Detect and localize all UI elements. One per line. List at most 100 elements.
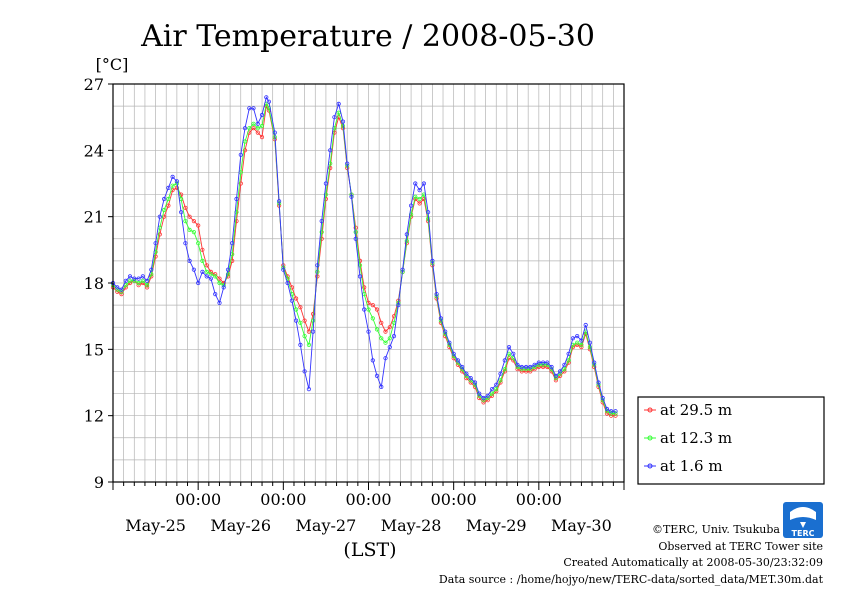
data-point: [119, 287, 124, 292]
data-point: [302, 318, 307, 323]
y-tick-label: 27: [84, 75, 104, 94]
data-point: [145, 278, 150, 283]
data-point: [157, 214, 162, 219]
data-point: [174, 185, 179, 190]
data-point: [259, 135, 265, 140]
series-2: [110, 95, 618, 414]
data-point: [387, 325, 392, 330]
data-point: [242, 126, 248, 131]
y-axis: 9 12 15 18 21 24 27: [84, 75, 113, 492]
data-point: [289, 298, 294, 303]
data-point: [166, 185, 171, 190]
y-tick-label: 12: [84, 407, 104, 426]
data-point: [575, 333, 580, 339]
data-point: [196, 223, 201, 228]
x-tick-label-time: 00:00: [260, 490, 306, 509]
data-point: [179, 210, 184, 215]
data-point: [417, 196, 422, 202]
y-tick-label: 24: [84, 141, 104, 160]
x-tick-label-date: May-29: [466, 516, 527, 535]
data-point: [196, 280, 201, 286]
y-tick-label: 21: [84, 208, 104, 227]
terc-logo-text: TERC: [792, 529, 815, 538]
data-point: [204, 274, 209, 279]
data-point: [200, 269, 205, 274]
data-point: [447, 340, 452, 345]
data-point: [217, 280, 222, 286]
data-point: [145, 283, 150, 288]
data-point: [515, 362, 520, 367]
data-point: [613, 411, 618, 416]
data-point: [477, 391, 482, 396]
data-point: [259, 112, 265, 118]
data-point: [545, 360, 550, 365]
data-point: [136, 280, 141, 286]
data-point: [472, 380, 478, 385]
series-layer: [110, 95, 618, 418]
data-point: [443, 329, 448, 334]
y-tick-label: 18: [84, 274, 104, 293]
data-point: [293, 296, 299, 301]
data-point: [238, 181, 243, 186]
data-point: [170, 183, 175, 188]
data-point: [408, 203, 414, 208]
data-point: [502, 367, 507, 372]
data-point: [140, 274, 145, 279]
data-point: [281, 267, 286, 272]
data-point: [532, 362, 537, 367]
data-point: [230, 241, 235, 246]
data-point: [247, 106, 252, 111]
x-tick-label-date: May-30: [551, 516, 612, 535]
data-point: [217, 276, 222, 281]
data-point: [183, 205, 188, 210]
data-point: [183, 219, 188, 224]
data-point: [132, 278, 137, 283]
data-point: [519, 367, 524, 372]
data-point: [604, 411, 610, 416]
data-point: [579, 338, 584, 343]
data-point: [587, 344, 593, 350]
y-tick-label: 9: [94, 473, 104, 492]
data-point: [166, 196, 171, 202]
data-point: [136, 276, 141, 281]
data-point: [353, 236, 358, 241]
data-point: [357, 274, 363, 279]
data-point: [434, 291, 439, 297]
data-point: [332, 115, 337, 120]
data-point: [540, 364, 546, 370]
data-point: [613, 413, 618, 418]
credit-observed: Observed at TERC Tower site: [658, 540, 823, 553]
data-point: [609, 409, 614, 414]
data-point: [306, 386, 311, 392]
data-point: [396, 302, 401, 308]
data-point: [523, 369, 529, 374]
data-point: [383, 356, 388, 361]
terc-logo-drop-icon: [800, 522, 806, 528]
data-point: [374, 373, 380, 378]
credit-source: Data source : /home/hojyo/new/TERC-data/…: [439, 573, 824, 586]
data-point: [502, 358, 507, 363]
data-point: [127, 274, 133, 279]
data-point: [123, 278, 128, 283]
data-point: [242, 148, 248, 153]
data-point: [251, 121, 256, 126]
data-point: [336, 101, 341, 107]
data-point: [528, 369, 533, 374]
data-point: [162, 207, 167, 213]
data-point: [460, 364, 465, 370]
data-point: [528, 364, 533, 370]
data-point: [170, 174, 175, 179]
data-point: [438, 316, 443, 321]
x-tick-label-time: 00:00: [345, 490, 391, 509]
data-point: [323, 192, 328, 197]
data-point: [208, 272, 213, 277]
data-point: [425, 210, 431, 215]
legend: at 29.5 m at 12.3 m at 1.6 m: [637, 396, 825, 485]
data-point: [200, 247, 205, 252]
data-point: [255, 130, 260, 135]
data-point: [255, 121, 260, 126]
data-point: [153, 241, 158, 246]
data-point: [293, 307, 299, 312]
data-point: [319, 219, 324, 224]
